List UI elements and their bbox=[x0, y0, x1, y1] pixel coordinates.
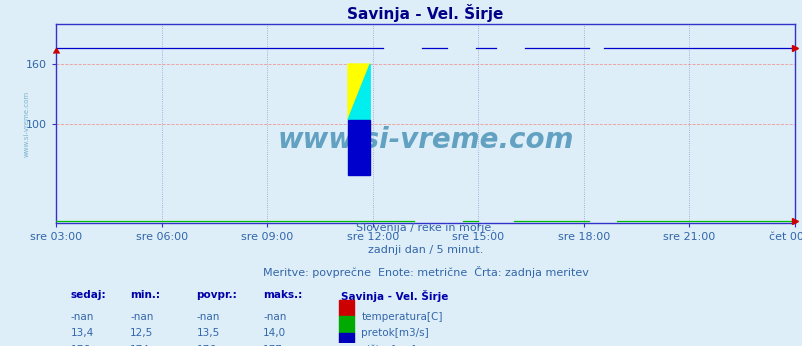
Text: povpr.:: povpr.: bbox=[196, 290, 237, 300]
Bar bbox=[338, 316, 354, 333]
Text: min.:: min.: bbox=[130, 290, 160, 300]
Text: www.si-vreme.com: www.si-vreme.com bbox=[277, 126, 573, 154]
Text: 12,5: 12,5 bbox=[130, 328, 153, 338]
Bar bbox=[338, 300, 354, 316]
Polygon shape bbox=[347, 64, 370, 120]
Text: 14,0: 14,0 bbox=[263, 328, 286, 338]
Text: Meritve: povprečne  Enote: metrične  Črta: zadnja meritev: Meritve: povprečne Enote: metrične Črta:… bbox=[262, 266, 588, 278]
Text: www.si-vreme.com: www.si-vreme.com bbox=[23, 91, 30, 157]
Title: Savinja - Vel. Širje: Savinja - Vel. Širje bbox=[347, 4, 503, 22]
Text: 176: 176 bbox=[196, 345, 217, 346]
Text: sedaj:: sedaj: bbox=[71, 290, 107, 300]
Text: zadnji dan / 5 minut.: zadnji dan / 5 minut. bbox=[367, 245, 483, 255]
Text: višina[cm]: višina[cm] bbox=[361, 345, 415, 346]
Text: temperatura[C]: temperatura[C] bbox=[361, 311, 442, 321]
Text: 174: 174 bbox=[130, 345, 150, 346]
Text: -nan: -nan bbox=[130, 311, 153, 321]
Text: maks.:: maks.: bbox=[263, 290, 302, 300]
Bar bbox=[338, 333, 354, 346]
Text: -nan: -nan bbox=[71, 311, 95, 321]
Polygon shape bbox=[347, 64, 370, 120]
FancyBboxPatch shape bbox=[347, 120, 370, 175]
Text: Savinja - Vel. Širje: Savinja - Vel. Širje bbox=[340, 290, 448, 302]
Text: Slovenija / reke in morje.: Slovenija / reke in morje. bbox=[356, 223, 494, 233]
Text: -nan: -nan bbox=[263, 311, 286, 321]
Text: 13,4: 13,4 bbox=[71, 328, 94, 338]
Text: 176: 176 bbox=[71, 345, 91, 346]
Text: -nan: -nan bbox=[196, 311, 220, 321]
Text: 177: 177 bbox=[263, 345, 282, 346]
Text: 13,5: 13,5 bbox=[196, 328, 220, 338]
Text: pretok[m3/s]: pretok[m3/s] bbox=[361, 328, 428, 338]
